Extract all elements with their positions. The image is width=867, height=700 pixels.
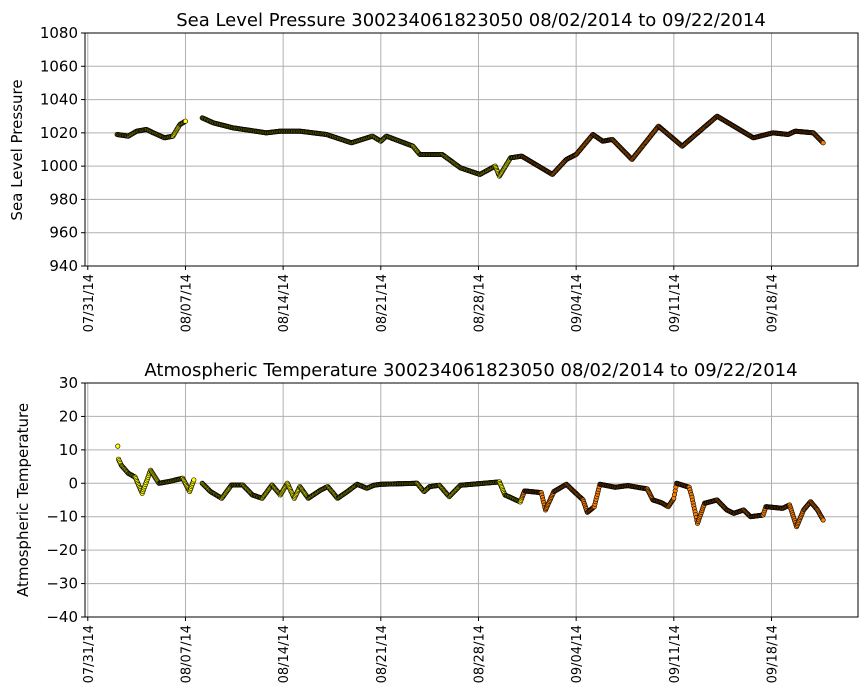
y-tick-label: 1080: [40, 24, 78, 42]
x-tick-label: 08/21/14: [375, 625, 390, 683]
x-tick-label: 08/14/14: [277, 274, 292, 332]
y-tick-label: 980: [49, 190, 78, 208]
temperature-chart: Atmospheric Temperature 300234061823050 …: [14, 360, 859, 683]
x-tick-label: 07/31/14: [82, 625, 97, 683]
y-axis-label: Atmospheric Temperature: [14, 403, 32, 597]
y-tick-label: −10: [46, 508, 78, 526]
plot-frame: [84, 382, 859, 618]
x-tick-label: 08/28/14: [472, 274, 487, 332]
data-point: [820, 517, 826, 523]
data-points: [115, 443, 826, 530]
chart-title: Sea Level Pressure 300234061823050 08/02…: [176, 10, 766, 31]
y-tick-label: 1020: [40, 124, 78, 142]
y-tick-label: 1040: [40, 91, 78, 109]
pressure-chart: Sea Level Pressure 300234061823050 08/02…: [8, 10, 859, 332]
y-tick-label: 0: [68, 474, 78, 492]
y-tick-label: 10: [59, 441, 78, 459]
data-point: [191, 477, 197, 483]
y-tick-label: 30: [59, 374, 78, 392]
y-axis-label: Sea Level Pressure: [8, 79, 26, 220]
x-tick-label: 09/18/14: [765, 625, 780, 683]
data-points: [114, 113, 826, 179]
y-tick-label: 1000: [40, 157, 78, 175]
x-tick-label: 07/31/14: [82, 274, 97, 332]
data-point: [115, 443, 121, 449]
y-tick-label: 1060: [40, 57, 78, 75]
x-tick-label: 09/04/14: [570, 274, 585, 332]
y-tick-label: −20: [46, 541, 78, 559]
x-tick-label: 09/04/14: [570, 625, 585, 683]
y-tick-label: −40: [46, 608, 78, 626]
y-tick-label: 940: [49, 257, 78, 275]
y-tick-label: 960: [49, 224, 78, 242]
x-tick-label: 08/07/14: [179, 625, 194, 683]
x-tick-label: 08/14/14: [277, 625, 292, 683]
x-tick-label: 08/28/14: [472, 625, 487, 683]
y-tick-label: 20: [59, 407, 78, 425]
plot-frame: [84, 32, 859, 267]
data-point: [182, 118, 188, 124]
y-tick-label: −30: [46, 575, 78, 593]
data-point: [820, 140, 826, 146]
x-tick-label: 09/11/14: [668, 274, 683, 332]
x-tick-label: 09/18/14: [765, 274, 780, 332]
x-tick-label: 08/07/14: [179, 274, 194, 332]
grid: [85, 32, 858, 267]
chart-title: Atmospheric Temperature 300234061823050 …: [144, 360, 797, 381]
x-tick-label: 08/21/14: [375, 274, 390, 332]
grid: [85, 382, 858, 618]
x-tick-label: 09/11/14: [668, 625, 683, 683]
